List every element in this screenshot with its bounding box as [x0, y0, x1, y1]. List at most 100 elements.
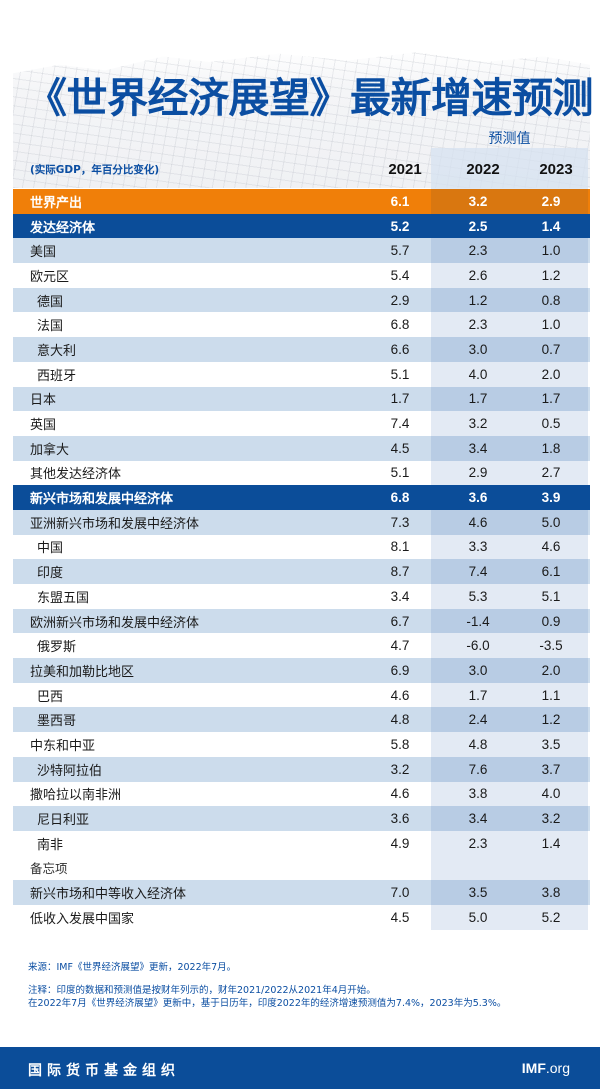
- value-2022: 2.3: [468, 835, 488, 851]
- value-2023: 2.0: [541, 662, 561, 678]
- value-2021: 3.2: [390, 761, 410, 777]
- org-name: 国际货币基金组织: [28, 1063, 180, 1079]
- row-label: 亚洲新兴市场和发展中经济体: [30, 516, 200, 532]
- table-row: 东盟五国 3.4 5.3 5.1: [13, 584, 590, 609]
- value-2022: -6.0: [466, 638, 490, 654]
- forecast-column-shade: [431, 337, 588, 362]
- row-label: 拉美和加勒比地区: [30, 664, 135, 680]
- column-header-2022: 2022: [466, 161, 500, 178]
- value-2023: 1.4: [541, 835, 561, 851]
- forecast-column-shade: [431, 584, 588, 609]
- value-2021: 5.1: [390, 366, 410, 382]
- forecast-column-shade: [431, 559, 588, 584]
- value-2022: 3.2: [468, 416, 488, 432]
- table-row: 加拿大 4.5 3.4 1.8: [13, 435, 590, 461]
- row-label: 俄罗斯: [37, 640, 77, 656]
- value-2022: 3.6: [468, 490, 488, 506]
- value-2023: 5.0: [541, 514, 561, 530]
- value-2021: 1.7: [390, 391, 410, 407]
- table-row: 印度 8.7 7.4 6.1: [13, 559, 590, 584]
- table-row: 英国 7.4 3.2 0.5: [13, 411, 590, 436]
- value-2022: 4.0: [468, 366, 488, 382]
- forecast-column-shade: [431, 386, 588, 412]
- row-label: 西班牙: [37, 368, 77, 384]
- value-2021: 6.7: [390, 613, 410, 629]
- forecast-column-shade: [431, 263, 588, 288]
- value-2023: 1.7: [541, 391, 561, 407]
- site-bold: IMF: [521, 1060, 546, 1076]
- value-2023: 4.0: [541, 786, 561, 802]
- value-2022: 2.6: [468, 267, 488, 283]
- row-label: 中国: [37, 541, 64, 557]
- value-2021: 7.3: [390, 514, 410, 530]
- table-row: 撒哈拉以南非洲 4.6 3.8 4.0: [13, 781, 590, 807]
- value-2023: -3.5: [539, 638, 563, 654]
- value-2023: 0.5: [541, 416, 561, 432]
- row-label: 英国: [30, 418, 57, 434]
- table-row: 拉美和加勒比地区 6.9 3.0 2.0: [13, 658, 590, 683]
- value-2022: 2.4: [468, 712, 488, 728]
- forecast-column-shade: [431, 855, 588, 881]
- site-rest: .org: [545, 1060, 570, 1076]
- row-label: 南非: [37, 837, 64, 853]
- forecast-column-shade: [431, 707, 588, 733]
- row-label: 撒哈拉以南非洲: [30, 788, 122, 804]
- value-2023: 3.8: [541, 885, 561, 901]
- value-2021: 5.4: [390, 267, 410, 283]
- value-2021: 4.6: [390, 786, 410, 802]
- table-row: 其他发达经济体 5.1 2.9 2.7: [13, 460, 590, 486]
- value-2021: 4.5: [390, 909, 410, 925]
- forecast-column-shade: [431, 411, 588, 436]
- forecast-column-shade: [431, 880, 588, 905]
- value-2021: 2.9: [390, 292, 410, 308]
- notes-section: 来源：IMF《世界经济展望》更新，2022年7月。 注释：印度的数据和预测值是按…: [28, 961, 506, 1010]
- growth-projections-table: 世界产出 6.1 3.2 2.9 发达经济体 5.2 2.5 1.4 美国 5.7 2.3 1.0 欧元…: [13, 189, 590, 930]
- forecast-column-shade: [431, 361, 588, 387]
- row-label: 新兴市场和发展中经济体: [30, 492, 174, 508]
- value-2022: 3.5: [468, 885, 488, 901]
- table-row: 西班牙 5.1 4.0 2.0: [13, 361, 590, 387]
- table-row: 日本 1.7 1.7 1.7: [13, 386, 590, 412]
- value-2021: 4.9: [390, 835, 410, 851]
- row-label: 日本: [30, 393, 57, 409]
- value-2022: -1.4: [466, 613, 490, 629]
- source-note: 来源：IMF《世界经济展望》更新，2022年7月。: [28, 962, 237, 973]
- forecast-column-shade: [431, 608, 588, 634]
- value-2021: 3.4: [390, 588, 410, 604]
- forecast-column-shade: [431, 435, 588, 461]
- value-2023: 0.8: [541, 292, 561, 308]
- value-2023: 1.0: [541, 317, 561, 333]
- value-2021: 5.2: [390, 218, 410, 234]
- value-2023: 2.9: [541, 193, 561, 209]
- value-2023: 2.7: [541, 465, 561, 481]
- value-2022: 2.3: [468, 243, 488, 259]
- forecast-column-shade: [431, 830, 588, 856]
- value-2023: 3.7: [541, 761, 561, 777]
- table-row: 欧洲新兴市场和发展中经济体 6.7 -1.4 0.9: [13, 608, 590, 634]
- value-2022: 1.2: [468, 292, 488, 308]
- value-2021: 4.6: [390, 687, 410, 703]
- forecast-column-shade: [431, 658, 588, 683]
- value-2023: 1.1: [541, 687, 561, 703]
- row-label: 加拿大: [30, 442, 70, 458]
- imf-website-link[interactable]: IMF.org: [522, 1060, 570, 1076]
- row-label: 低收入发展中国家: [30, 911, 135, 927]
- value-2023: 3.9: [541, 490, 561, 506]
- table-row: 法国 6.8 2.3 1.0: [13, 312, 590, 338]
- value-2021: 7.0: [390, 885, 410, 901]
- table-row: 俄罗斯 4.7 -6.0 -3.5: [13, 633, 590, 659]
- row-label: 其他发达经济体: [30, 467, 122, 483]
- row-label: 中东和中亚: [30, 738, 96, 754]
- value-2021: 6.8: [390, 317, 410, 333]
- row-label: 尼日利亚: [37, 813, 90, 829]
- value-2021: 4.7: [390, 638, 410, 654]
- forecast-column-shade: [431, 509, 588, 535]
- forecast-column-shade: [431, 732, 588, 757]
- table-row: 亚洲新兴市场和发展中经济体 7.3 4.6 5.0: [13, 509, 590, 535]
- row-label: 欧洲新兴市场和发展中经济体: [30, 615, 200, 631]
- value-2023: 5.1: [541, 588, 561, 604]
- value-2022: 3.4: [468, 811, 488, 827]
- row-label: 法国: [37, 319, 64, 335]
- forecast-column-shade: [431, 806, 588, 831]
- value-2022: 3.4: [468, 440, 488, 456]
